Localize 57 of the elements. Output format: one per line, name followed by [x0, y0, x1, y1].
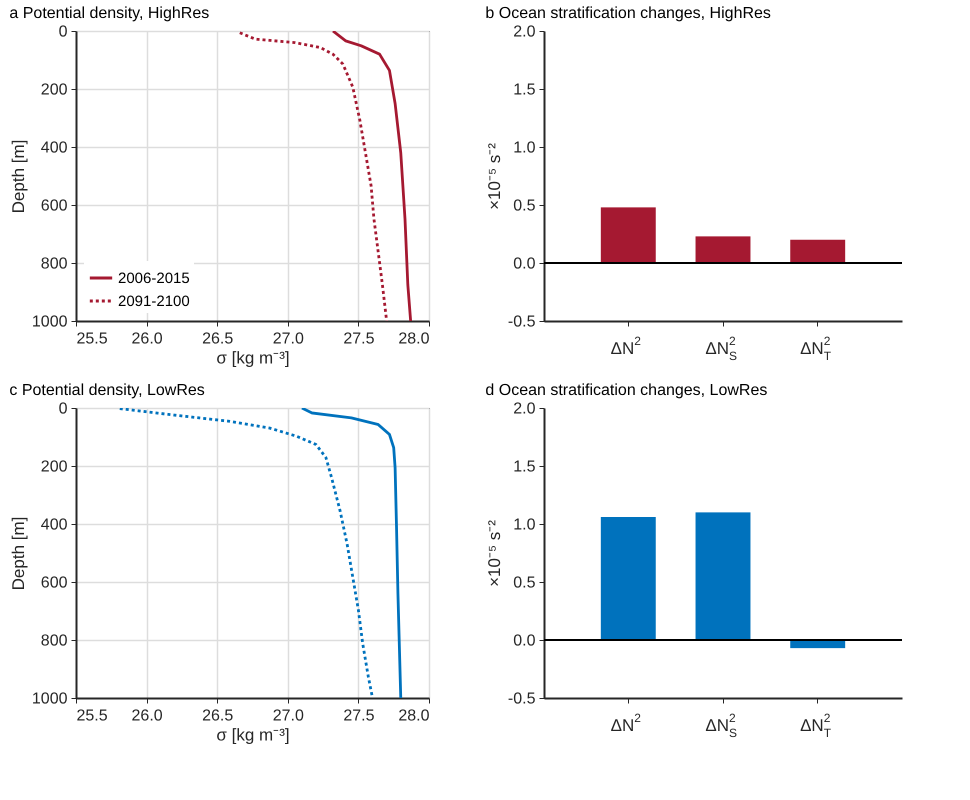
y-tick-label: 400 — [40, 140, 68, 156]
y-axis-title: ×10⁻⁵ s⁻² — [484, 520, 504, 587]
y-tick-label: 0.0 — [513, 256, 536, 272]
x-tick-label: 26.5 — [202, 708, 234, 724]
x-axis-title: σ [kg m⁻³] — [216, 726, 290, 744]
y-tick-label: 200 — [40, 82, 68, 98]
y-tick-label: 200 — [40, 458, 68, 476]
chart-title: d Ocean stratification changes, LowRes — [485, 382, 768, 399]
chart-title: c Potential density, LowRes — [9, 382, 205, 399]
y-tick-label: 1000 — [32, 314, 68, 330]
y-tick-label: 400 — [40, 516, 68, 534]
x-tick-label: 25.5 — [76, 330, 108, 348]
x-tick-label: 26.5 — [202, 330, 234, 348]
x-tick-label: 27.5 — [343, 708, 375, 724]
x-tick-label: 27.5 — [343, 330, 375, 348]
y-tick-label: 800 — [40, 632, 68, 650]
x-tick-label: 27.0 — [272, 330, 304, 348]
bar — [600, 207, 656, 263]
legend-label: 2006-2015 — [118, 270, 190, 287]
bar — [600, 517, 656, 640]
x-tick-label: 28.0 — [398, 330, 430, 348]
x-axis-title: σ [kg m⁻³] — [216, 348, 290, 368]
y-axis-title: Depth [m] — [8, 516, 28, 590]
y-tick-label: 0.5 — [513, 574, 536, 592]
y-tick-label: 0.5 — [513, 198, 536, 214]
y-tick-label: 0 — [58, 24, 68, 40]
y-tick-label: 1.0 — [513, 140, 536, 156]
line-series — [332, 31, 412, 321]
y-tick-label: 800 — [40, 256, 68, 272]
line-series — [118, 408, 374, 698]
y-tick-label: 600 — [40, 574, 68, 592]
y-tick-label: 2.0 — [513, 400, 536, 418]
line-series — [300, 408, 402, 698]
x-tick-label: 25.5 — [76, 708, 108, 724]
y-tick-label: 1000 — [32, 690, 68, 708]
y-tick-label: 0.0 — [513, 632, 536, 650]
y-tick-label: 1.0 — [513, 516, 536, 534]
y-tick-label: -0.5 — [508, 314, 536, 330]
y-axis-title: ×10⁻⁵ s⁻² — [484, 142, 504, 210]
y-tick-label: 0 — [58, 400, 68, 418]
y-tick-label: 600 — [40, 198, 68, 214]
chart-title: a Potential density, HighRes — [9, 5, 210, 22]
line-series — [238, 31, 388, 321]
x-tick-label: 27.0 — [272, 708, 304, 724]
y-tick-label: -0.5 — [508, 690, 536, 708]
x-tick-label: 28.0 — [398, 708, 430, 724]
bar — [696, 512, 750, 640]
bar — [790, 240, 846, 263]
y-axis-title: Depth [m] — [8, 140, 28, 214]
chart-title: b Ocean stratification changes, HighRes — [485, 5, 771, 22]
y-tick-label: 1.5 — [513, 82, 536, 98]
x-tick-label: 26.0 — [132, 330, 163, 348]
x-tick-label: 26.0 — [132, 708, 163, 724]
legend-label: 2091-2100 — [118, 293, 190, 310]
y-tick-label: 1.5 — [513, 458, 536, 476]
y-tick-label: 2.0 — [513, 24, 536, 40]
bar — [696, 236, 750, 263]
